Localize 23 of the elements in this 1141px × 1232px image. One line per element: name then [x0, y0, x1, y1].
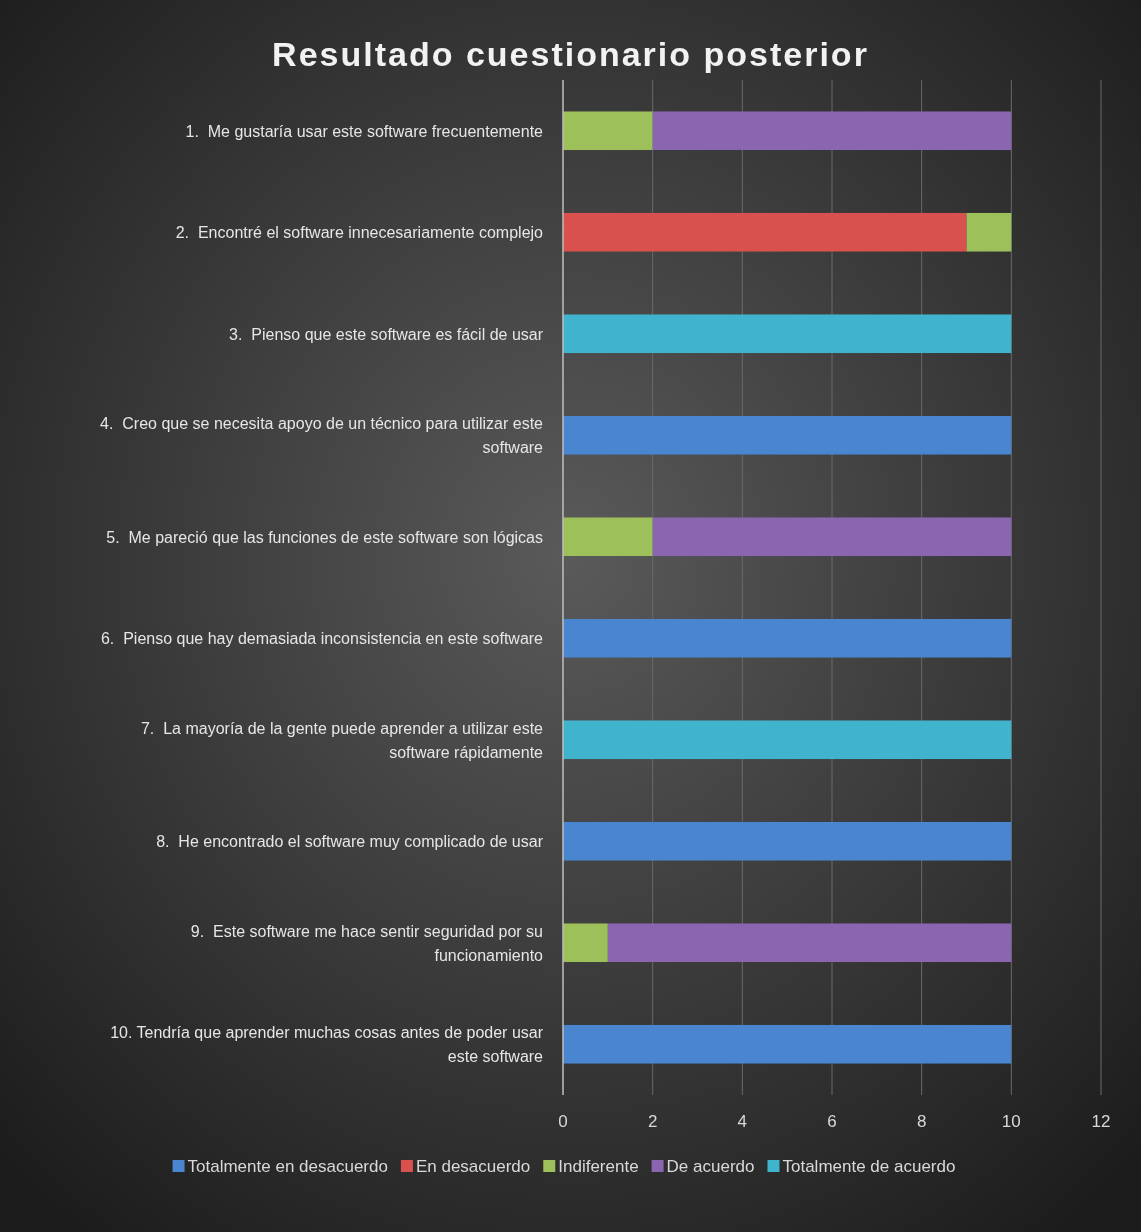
legend-label: Totalmente en desacuerdo: [187, 1157, 388, 1176]
y-tick-label: 3. Pienso que este software es fácil de usar: [229, 325, 544, 343]
legend-label: Indiferente: [558, 1157, 639, 1176]
y-tick-label: 6. Pienso que hay demasiada inconsistencia en este software: [100, 630, 544, 648]
x-tick-label: 2: [647, 1112, 658, 1131]
x-tick-label: 4: [737, 1112, 748, 1131]
y-tick-label: 10. Tendría que aprender muchas cosas antes de poder usar este software: [110, 1024, 544, 1066]
x-tick-label: 8: [916, 1112, 927, 1131]
y-tick-label: 1. Me gustaría usar este software frecuentemente: [185, 122, 544, 140]
y-tick-label: 8. He encontrado el software muy complicado de usar: [156, 833, 544, 851]
y-tick-label: 2. Encontré el software innecesariamente complejo: [175, 224, 544, 242]
y-tick-label: 7. La mayoría de la gente puede aprender a utilizar este software rápidamente: [140, 719, 544, 761]
x-tick-label: 0: [558, 1112, 568, 1131]
x-tick-label: 6: [827, 1112, 837, 1131]
legend-label: De acuerdo: [666, 1157, 755, 1176]
y-tick-label: 5. Me pareció que las funciones de este software son lógicas: [106, 528, 543, 546]
chart-title: Resultado cuestionario posterior: [272, 35, 869, 73]
legend-label: En desacuerdo: [415, 1157, 531, 1176]
legend-label: Totalmente de acuerdo: [782, 1157, 956, 1176]
y-tick-label: 9. Este software me hace sentir seguridad por su funcionamiento: [190, 922, 544, 964]
y-tick-label: 4. Creo que se necesita apoyo de un técnico para utilizar este software: [100, 415, 544, 457]
x-tick-label: 10: [1001, 1112, 1021, 1131]
x-tick-label: 12: [1091, 1112, 1111, 1131]
